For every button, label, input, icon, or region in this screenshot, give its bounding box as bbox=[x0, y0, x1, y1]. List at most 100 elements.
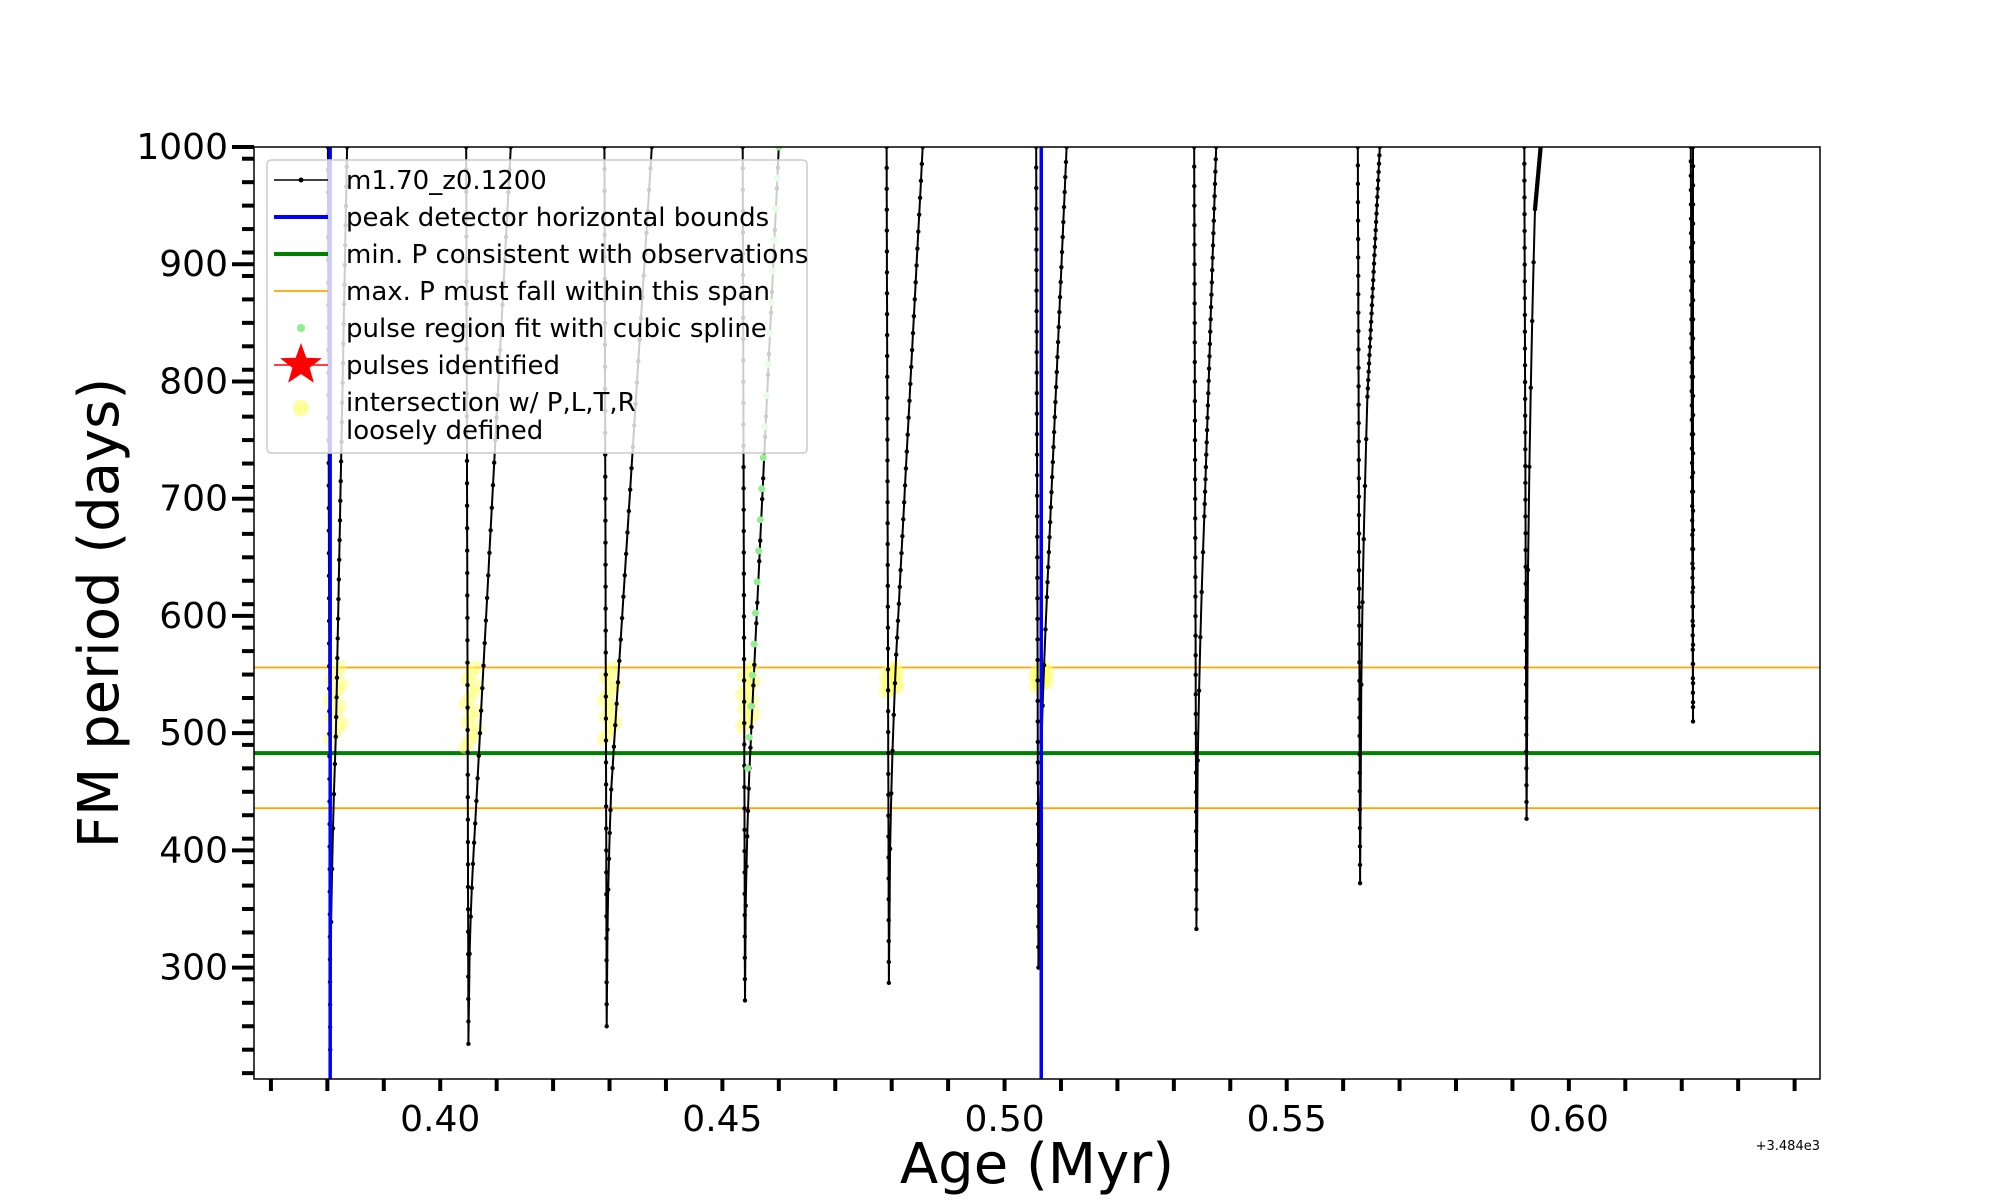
pulse-point bbox=[886, 938, 891, 944]
pulse-point bbox=[1523, 682, 1529, 687]
pulse-point bbox=[1034, 226, 1039, 232]
pulse-point bbox=[884, 270, 890, 275]
pulse-point bbox=[1193, 672, 1198, 678]
pulse-point bbox=[1035, 555, 1040, 560]
pulse-point bbox=[886, 959, 892, 965]
pulse-point bbox=[481, 663, 486, 668]
pulse-point bbox=[487, 550, 492, 556]
pulse-point bbox=[629, 466, 634, 471]
pulse-point bbox=[1193, 828, 1199, 834]
pulse-point bbox=[1034, 329, 1039, 334]
pulse-point bbox=[905, 432, 910, 437]
pulse-point bbox=[465, 862, 471, 867]
intersection-point bbox=[738, 683, 753, 698]
pulse-point bbox=[1523, 564, 1528, 570]
legend-item: pulse region fit with cubic spline bbox=[297, 314, 767, 344]
pulse-point bbox=[1203, 464, 1209, 470]
pulse-point bbox=[466, 996, 471, 1002]
intersection-point bbox=[462, 734, 477, 749]
pulse-point bbox=[464, 458, 470, 464]
pulse-point bbox=[1363, 436, 1369, 442]
pulse-point bbox=[1690, 690, 1696, 695]
pulse-point bbox=[904, 449, 910, 454]
pulse-point bbox=[477, 731, 483, 736]
pulse-point bbox=[885, 729, 891, 735]
pulse-point bbox=[1034, 185, 1039, 191]
pulse-point bbox=[1357, 770, 1362, 775]
pulse-point bbox=[911, 314, 917, 319]
pulse-point bbox=[1205, 403, 1211, 408]
pulse-point bbox=[467, 951, 472, 957]
pulse-point bbox=[1192, 496, 1198, 502]
pulse-point bbox=[895, 618, 901, 623]
legend-item: pulses identified bbox=[274, 343, 560, 383]
pulse-point bbox=[1192, 438, 1198, 443]
pulse-point bbox=[1204, 452, 1209, 457]
pulse-point bbox=[1357, 696, 1362, 702]
pulse-point bbox=[1192, 164, 1197, 169]
pulse-point bbox=[1212, 181, 1218, 187]
intersection-point bbox=[466, 727, 481, 742]
pulse-point bbox=[1034, 514, 1040, 519]
intersection-point bbox=[600, 726, 615, 741]
pulse-point bbox=[1690, 336, 1696, 341]
pulse-point bbox=[1523, 497, 1528, 502]
pulse-point bbox=[1369, 311, 1374, 316]
pulse-point bbox=[1035, 616, 1040, 622]
pulse-point bbox=[1357, 788, 1362, 794]
pulse-point bbox=[1036, 924, 1041, 929]
pulse-point bbox=[1356, 384, 1361, 389]
pulse-point bbox=[603, 782, 609, 787]
pulse-point bbox=[480, 685, 485, 691]
pulse-point bbox=[338, 478, 343, 484]
pulse-point bbox=[476, 753, 481, 758]
pulse-point bbox=[885, 458, 890, 463]
pulse-point bbox=[1204, 440, 1209, 445]
pulse-point bbox=[886, 750, 891, 756]
pulse-point bbox=[1690, 240, 1696, 245]
pulse-point bbox=[1522, 413, 1528, 418]
pulse-point bbox=[1690, 297, 1696, 303]
pulse-point bbox=[741, 656, 747, 662]
pulse-point bbox=[886, 771, 891, 777]
pulse-point bbox=[1690, 647, 1695, 652]
pulse-point bbox=[885, 667, 891, 672]
pulse-point bbox=[336, 596, 341, 602]
pulse-point bbox=[470, 861, 476, 867]
pulse-point bbox=[1202, 514, 1207, 519]
intersection-point bbox=[468, 660, 483, 675]
spline-point bbox=[748, 671, 756, 679]
pulse-point bbox=[741, 678, 747, 683]
intersection-point bbox=[468, 703, 483, 718]
pulse-point bbox=[1356, 586, 1362, 591]
pulse-point bbox=[603, 760, 609, 765]
pulse-point bbox=[1054, 369, 1059, 375]
pulse-point bbox=[1055, 354, 1060, 360]
pulse-point bbox=[742, 784, 747, 790]
pulse-point bbox=[1690, 585, 1696, 590]
intersection-point bbox=[886, 668, 901, 683]
pulse-point bbox=[1524, 799, 1529, 805]
pulse-point bbox=[334, 675, 340, 680]
x-tick-label: 0.60 bbox=[1529, 1099, 1609, 1140]
pulse-point bbox=[1355, 181, 1361, 187]
pulse-point bbox=[1689, 302, 1694, 308]
pulse-point bbox=[1522, 195, 1527, 200]
pulse-point bbox=[1690, 183, 1696, 188]
pulse-point bbox=[1690, 374, 1696, 379]
intersection-point bbox=[878, 671, 893, 686]
pulse-point bbox=[1690, 259, 1696, 265]
pulse-point bbox=[1357, 807, 1363, 812]
pulse-point bbox=[464, 503, 470, 508]
pulse-point bbox=[603, 474, 608, 479]
pulse-point bbox=[749, 724, 754, 730]
pulse-point bbox=[757, 559, 762, 564]
pulse-point bbox=[1690, 704, 1696, 710]
legend-item: min. P consistent with observations bbox=[274, 240, 808, 270]
pulse-point bbox=[1356, 531, 1362, 536]
pulse-point bbox=[1192, 301, 1197, 306]
y-tick-label: 1000 bbox=[136, 127, 228, 168]
pulse-point bbox=[613, 722, 618, 728]
pulse-point bbox=[1523, 514, 1528, 519]
